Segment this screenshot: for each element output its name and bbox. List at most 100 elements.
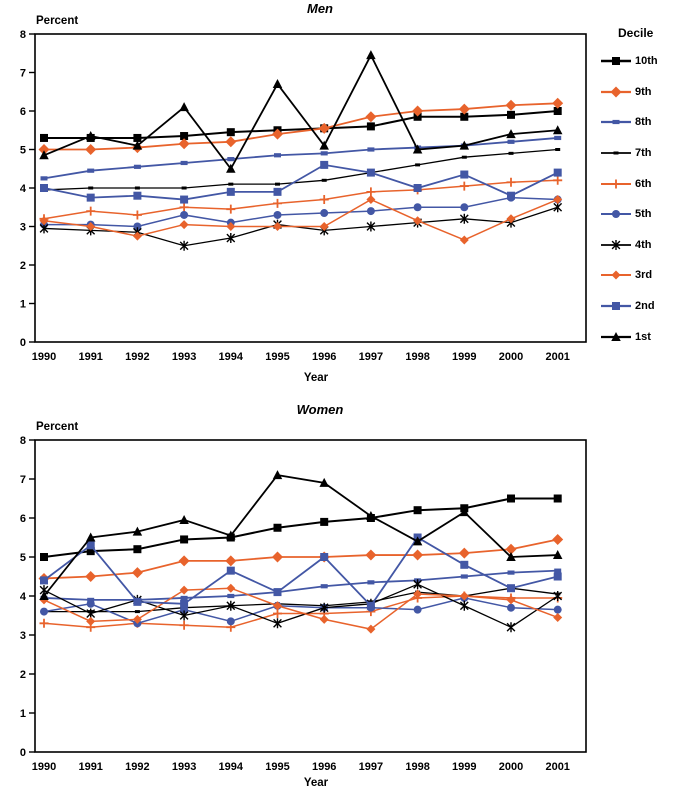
women-xtick-label: 1992 bbox=[125, 761, 149, 773]
women-marker-9th bbox=[458, 547, 470, 559]
men-marker-8th bbox=[227, 157, 235, 162]
men-marker-8th bbox=[133, 164, 141, 169]
men-ytick-label: 2 bbox=[20, 260, 26, 272]
women-xtick-label: 1993 bbox=[172, 761, 196, 773]
men-marker-9th bbox=[85, 144, 97, 155]
women-marker-4th bbox=[459, 600, 469, 611]
men-marker-3rd bbox=[553, 195, 563, 205]
men-marker-2nd bbox=[86, 193, 95, 202]
legend-marker-5th bbox=[601, 210, 631, 219]
legend-items: 10th 9th 8th 7th 6th 5th 4th 3rd 2nd 1st bbox=[599, 46, 674, 352]
legend-marker-3rd bbox=[601, 270, 631, 280]
women-marker-4th bbox=[179, 610, 189, 621]
women-marker-6th bbox=[273, 609, 282, 619]
women-xtick-label: 1997 bbox=[359, 761, 383, 773]
women-xaxis-title: Year bbox=[303, 777, 329, 789]
men-marker-2nd bbox=[133, 191, 142, 200]
women-xtick-label: 2001 bbox=[545, 761, 569, 773]
legend-marker-10th bbox=[601, 57, 631, 66]
men-marker-3rd bbox=[179, 220, 189, 230]
women-series-line-2nd bbox=[43, 536, 558, 608]
men-plot: 0 1 2 3 4 5 6 7 8 1990 1991 1992 1993 1994 1995 1996 199… bbox=[20, 29, 587, 363]
men-marker-2nd bbox=[40, 184, 48, 192]
women-ytick-label: 4 bbox=[20, 591, 27, 603]
women-series-9th bbox=[38, 533, 564, 584]
women-marker-2nd bbox=[553, 572, 562, 581]
men-series-line-10th bbox=[44, 110, 558, 139]
women-marker-5th bbox=[86, 599, 95, 608]
men-marker-2nd bbox=[507, 191, 515, 200]
legend-item-7th: 7th bbox=[599, 138, 674, 169]
men-marker-2nd bbox=[413, 184, 422, 192]
women-marker-4th bbox=[506, 622, 516, 633]
women-marker-2nd bbox=[460, 560, 469, 569]
men-marker-3rd bbox=[459, 235, 469, 245]
women-marker-2nd bbox=[320, 553, 329, 561]
men-series-10th bbox=[40, 107, 562, 142]
women-marker-6th bbox=[179, 620, 189, 630]
men-marker-7th bbox=[228, 182, 234, 186]
legend-item-2nd: 2nd bbox=[599, 291, 674, 322]
men-series-line-4th bbox=[43, 206, 558, 247]
men-ytick-label: 0 bbox=[20, 337, 26, 349]
men-marker-7th bbox=[88, 186, 94, 190]
men-marker-8th bbox=[367, 147, 375, 152]
women-marker-1st bbox=[272, 470, 283, 480]
men-marker-10th bbox=[507, 110, 515, 119]
men-series-line-6th bbox=[43, 179, 558, 220]
men-marker-8th bbox=[507, 139, 515, 144]
men-marker-10th bbox=[180, 132, 189, 141]
men-marker-7th bbox=[555, 148, 561, 151]
men-marker-1st bbox=[506, 129, 516, 139]
men-marker-3rd bbox=[413, 216, 423, 226]
men-series-3rd bbox=[39, 195, 563, 245]
women-marker-4th bbox=[273, 618, 282, 629]
women-marker-4th bbox=[226, 600, 236, 611]
women-marker-9th bbox=[178, 555, 190, 567]
men-xtick-label: 1999 bbox=[452, 351, 476, 363]
women-marker-2nd bbox=[40, 576, 48, 585]
women-xtick-label: 2000 bbox=[499, 761, 523, 773]
women-series-line-3rd bbox=[43, 587, 558, 630]
women-marker-1st bbox=[412, 536, 423, 546]
men-xtick-label: 2000 bbox=[499, 351, 523, 363]
women-series-line-7th bbox=[44, 587, 558, 613]
legend-marker-7th bbox=[601, 151, 631, 155]
women-marker-10th bbox=[413, 506, 422, 515]
legend-marker-glyph-4th bbox=[611, 239, 621, 250]
men-marker-9th bbox=[178, 138, 190, 150]
legend-item-5th: 5th bbox=[599, 199, 674, 230]
women-marker-8th bbox=[367, 580, 375, 585]
men-marker-10th bbox=[460, 112, 469, 121]
women-ytick-label: 7 bbox=[20, 474, 26, 486]
legend-label-6th: 6th bbox=[635, 177, 652, 190]
men-marker-5th bbox=[180, 210, 189, 219]
men-marker-6th bbox=[132, 210, 142, 220]
women-marker-1st bbox=[226, 530, 236, 540]
men-marker-5th bbox=[273, 210, 282, 219]
men-marker-6th bbox=[366, 187, 376, 197]
women-marker-6th bbox=[39, 618, 49, 628]
women-marker-2nd bbox=[86, 541, 95, 550]
men-marker-1st bbox=[366, 50, 376, 60]
men-marker-3rd bbox=[226, 222, 236, 231]
men-marker-10th bbox=[366, 122, 375, 131]
women-marker-3rd bbox=[86, 616, 96, 626]
women-marker-10th bbox=[507, 494, 515, 503]
women-marker-9th bbox=[225, 555, 237, 567]
women-marker-1st bbox=[506, 552, 516, 561]
men-series-line-8th bbox=[43, 137, 558, 180]
women-xtick-label: 1994 bbox=[219, 761, 244, 773]
men-xtick-label: 1997 bbox=[359, 351, 383, 363]
women-plot: 0 1 2 3 4 5 6 7 8 1990 1991 1992 1993 1994 1995 1996 199… bbox=[20, 435, 587, 773]
women-marker-4th bbox=[413, 579, 422, 590]
legend-label-10th: 10th bbox=[635, 55, 658, 68]
men-marker-6th bbox=[226, 204, 236, 214]
legend-marker-glyph-8th bbox=[612, 120, 620, 125]
men-marker-3rd bbox=[86, 222, 96, 231]
men-marker-5th bbox=[320, 209, 329, 218]
men-ytick-label: 7 bbox=[20, 68, 26, 80]
women-series-3rd bbox=[39, 583, 563, 634]
men-xtick-label: 1990 bbox=[32, 351, 56, 363]
